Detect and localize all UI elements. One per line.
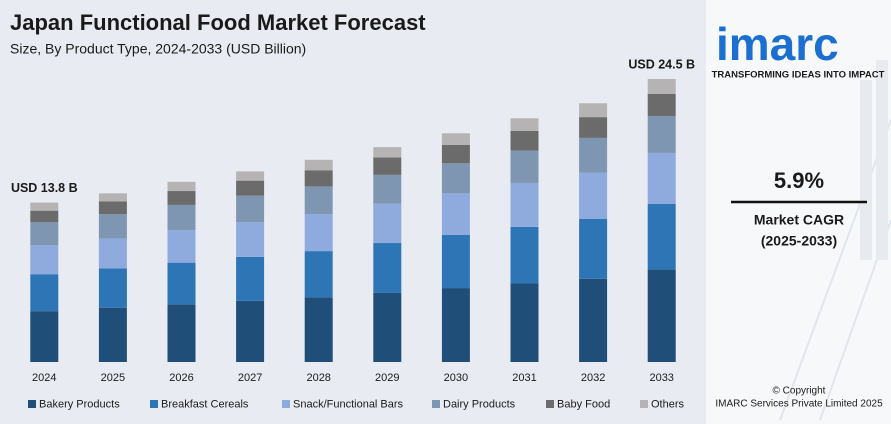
bar-segment bbox=[167, 304, 196, 362]
legend-swatch bbox=[640, 400, 648, 408]
bar-segment bbox=[647, 94, 676, 116]
bar-segment bbox=[30, 210, 59, 223]
panel-decoration bbox=[779, 60, 891, 421]
bar-segment bbox=[579, 278, 608, 362]
bar-segment bbox=[647, 203, 676, 270]
bar-segment bbox=[98, 201, 127, 215]
bar-segment bbox=[236, 256, 265, 301]
bar-segment bbox=[167, 230, 196, 263]
x-tick-label: 2028 bbox=[306, 372, 330, 384]
legend-swatch bbox=[150, 400, 158, 408]
legend-label: Baby Food bbox=[557, 398, 610, 410]
bar-segment bbox=[579, 172, 608, 219]
legend-label: Snack/Functional Bars bbox=[293, 398, 404, 410]
bar-segment bbox=[441, 163, 470, 194]
bar-segment bbox=[510, 130, 539, 151]
bar-segment bbox=[167, 262, 196, 305]
legend-label: Bakery Products bbox=[39, 398, 120, 410]
x-tick-label: 2031 bbox=[512, 372, 536, 384]
bar-segment bbox=[30, 274, 59, 312]
bar-segment bbox=[236, 195, 265, 223]
x-tick-label: 2026 bbox=[169, 372, 193, 384]
x-tick-label: 2033 bbox=[649, 372, 673, 384]
copyright: © Copyright bbox=[773, 386, 826, 397]
bar-segment bbox=[98, 238, 127, 269]
bar-segment bbox=[98, 307, 127, 362]
bar-segment bbox=[441, 288, 470, 362]
x-tick-label: 2032 bbox=[581, 372, 605, 384]
bar-segment bbox=[373, 203, 402, 244]
bar-segment bbox=[647, 79, 676, 95]
company: IMARC Services Private Limited 2025 bbox=[715, 399, 883, 410]
bar-segment bbox=[579, 117, 608, 138]
bar-segment bbox=[98, 268, 127, 308]
bar-segment bbox=[510, 226, 539, 284]
bar-segment bbox=[30, 311, 59, 362]
cagr-label: Market CAGR bbox=[754, 212, 844, 228]
bar-segment bbox=[236, 180, 265, 196]
bar-segment bbox=[510, 182, 539, 227]
bar-segment bbox=[579, 137, 608, 173]
bar-segment bbox=[304, 214, 333, 252]
bar-segment bbox=[441, 234, 470, 289]
x-tick-label: 2024 bbox=[32, 372, 56, 384]
bar-segment bbox=[30, 245, 59, 275]
bar-segment bbox=[441, 144, 470, 164]
bar-segment bbox=[373, 157, 402, 175]
bar-segment bbox=[304, 159, 333, 171]
total-label: USD 13.8 B bbox=[11, 181, 78, 195]
bar-segment bbox=[304, 186, 333, 215]
bar-segment bbox=[30, 222, 59, 246]
bar-segment bbox=[236, 171, 265, 181]
x-tick-label: 2025 bbox=[101, 372, 125, 384]
bar-segment bbox=[647, 269, 676, 362]
bar-segment bbox=[441, 193, 470, 235]
bar-segment bbox=[167, 181, 196, 192]
bar-segment bbox=[236, 222, 265, 257]
total-label: USD 24.5 B bbox=[628, 57, 695, 71]
bar-segment bbox=[373, 147, 402, 158]
bar-segment bbox=[98, 214, 127, 239]
cagr-value: 5.9% bbox=[774, 168, 824, 193]
bar-segment bbox=[236, 300, 265, 362]
bar-segment bbox=[167, 191, 196, 205]
bar-segment bbox=[510, 283, 539, 362]
legend-swatch bbox=[432, 400, 440, 408]
bar-segment bbox=[510, 118, 539, 131]
legend-swatch bbox=[282, 400, 290, 408]
chart-subtitle: Size, By Product Type, 2024-2033 (USD Bi… bbox=[10, 41, 306, 57]
legend-label: Dairy Products bbox=[443, 398, 516, 410]
x-tick-label: 2030 bbox=[444, 372, 468, 384]
legend-swatch bbox=[546, 400, 554, 408]
bar-segment bbox=[373, 243, 402, 293]
x-tick-label: 2029 bbox=[375, 372, 399, 384]
bar-segment bbox=[304, 251, 333, 298]
bar-segment bbox=[579, 103, 608, 118]
bar-segment bbox=[579, 218, 608, 279]
bar-segment bbox=[647, 152, 676, 204]
x-tick-label: 2027 bbox=[238, 372, 262, 384]
bar-segment bbox=[98, 193, 127, 202]
bar-segment bbox=[510, 150, 539, 183]
legend-label: Breakfast Cereals bbox=[161, 398, 249, 410]
bar-segment bbox=[373, 174, 402, 204]
logo: imarc bbox=[716, 18, 839, 70]
bar-segment bbox=[30, 202, 59, 211]
bar-segment bbox=[304, 170, 333, 187]
bar-segment bbox=[373, 292, 402, 362]
chart-title: Japan Functional Food Market Forecast bbox=[10, 10, 426, 35]
side-panel bbox=[706, 0, 891, 424]
bar-segment bbox=[167, 204, 196, 231]
bar-segment bbox=[304, 297, 333, 362]
bar-segment bbox=[647, 115, 676, 153]
bar-segment bbox=[441, 133, 470, 145]
legend-label: Others bbox=[651, 398, 685, 410]
cagr-period: (2025-2033) bbox=[761, 233, 837, 249]
legend-swatch bbox=[28, 400, 36, 408]
tagline: TRANSFORMING IDEAS INTO IMPACT bbox=[712, 70, 885, 81]
